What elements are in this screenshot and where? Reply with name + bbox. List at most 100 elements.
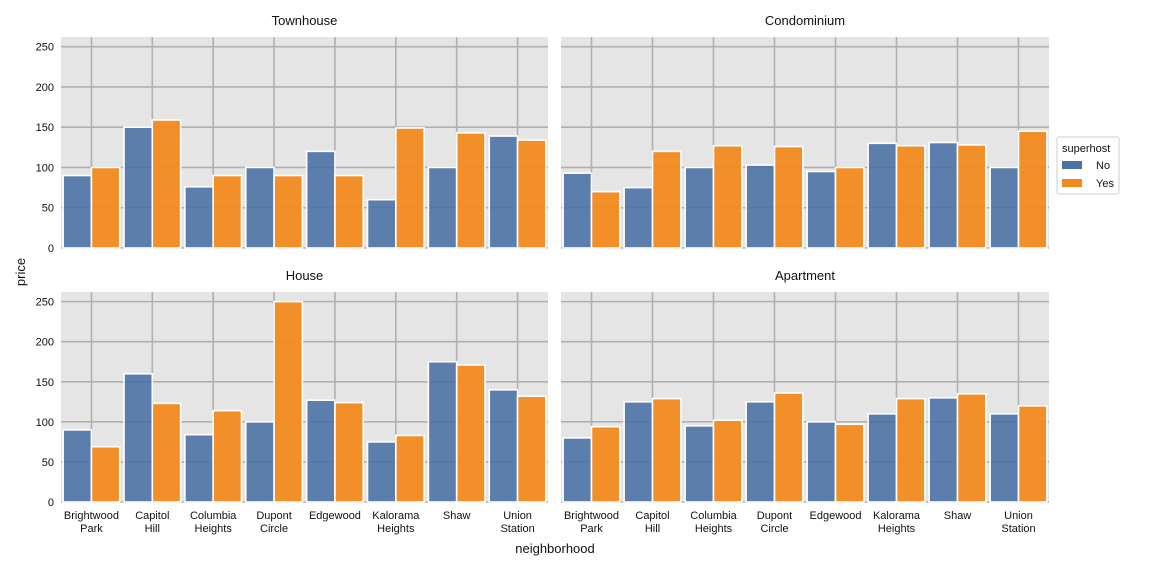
bar-yes xyxy=(712,419,743,503)
bar-no xyxy=(305,150,336,249)
y-tick-label: 0 xyxy=(48,497,54,509)
bar-no xyxy=(684,425,715,503)
bar-no xyxy=(684,166,715,249)
bar-no xyxy=(928,397,959,503)
bar-yes xyxy=(956,144,987,249)
legend-label-yes: Yes xyxy=(1096,178,1114,190)
bar-no xyxy=(562,437,593,503)
bar-no xyxy=(989,413,1020,503)
x-tick-label-line2: Heights xyxy=(195,523,233,535)
bar-no xyxy=(867,142,898,249)
bar-yes xyxy=(651,397,682,503)
x-tick-label: Kalorama xyxy=(372,510,420,522)
bar-no xyxy=(184,185,214,249)
y-tick-label: 150 xyxy=(36,122,54,134)
bar-yes xyxy=(151,119,182,249)
bar-no xyxy=(928,141,959,249)
bar-yes xyxy=(956,392,987,503)
y-tick-label: 50 xyxy=(42,203,54,215)
bar-yes xyxy=(516,395,547,503)
bar-no xyxy=(62,174,93,249)
y-tick-label: 100 xyxy=(36,417,54,429)
bar-yes xyxy=(834,166,865,249)
bar-no xyxy=(806,421,837,503)
x-tick-label: Columbia xyxy=(690,510,737,522)
bar-no xyxy=(806,170,837,249)
bar-no xyxy=(244,421,275,503)
bar-yes xyxy=(151,402,182,503)
bar-yes xyxy=(834,423,865,503)
bar-yes xyxy=(212,174,243,249)
x-tick-label-line2: Circle xyxy=(760,523,788,535)
bar-yes xyxy=(455,132,486,249)
panel-title: House xyxy=(286,268,324,283)
bar-yes xyxy=(773,392,804,503)
x-tick-label: Dupont xyxy=(757,510,792,522)
panel-title: Condominium xyxy=(765,13,845,28)
bar-no xyxy=(366,441,397,503)
bar-yes xyxy=(895,144,926,249)
bar-yes xyxy=(273,174,304,249)
x-tick-label-line2: Circle xyxy=(260,523,288,535)
bar-no xyxy=(366,198,397,249)
bar-yes xyxy=(712,144,743,249)
x-tick-label-line2: Station xyxy=(500,523,534,535)
panel-condominium: Condominium xyxy=(561,13,1049,249)
bar-yes xyxy=(516,139,547,249)
y-tick-label: 200 xyxy=(36,337,54,349)
y-axis-label: price xyxy=(13,258,28,286)
panel-title: Apartment xyxy=(775,268,835,283)
legend-label-no: No xyxy=(1096,160,1110,172)
x-tick-label-line2: Hill xyxy=(645,523,660,535)
x-tick-label: Union xyxy=(1004,510,1033,522)
x-tick-label: Union xyxy=(503,510,532,522)
y-tick-label: 200 xyxy=(36,82,54,94)
x-tick-label-line2: Station xyxy=(1001,523,1035,535)
panel-title: Townhouse xyxy=(272,13,338,28)
bar-no xyxy=(488,388,519,503)
bar-no xyxy=(745,401,776,503)
x-axis-label: neighborhood xyxy=(515,541,595,556)
x-tick-label-line2: Hill xyxy=(145,523,160,535)
x-tick-label: Edgewood xyxy=(810,510,862,522)
y-tick-label: 250 xyxy=(36,297,54,309)
bar-no xyxy=(123,126,154,249)
x-tick-label-line2: Heights xyxy=(695,523,733,535)
x-tick-label: Brightwood xyxy=(564,510,619,522)
bar-yes xyxy=(395,127,425,249)
bar-yes xyxy=(334,174,365,249)
y-tick-label: 100 xyxy=(36,162,54,174)
bar-yes xyxy=(1017,405,1048,503)
bar-yes xyxy=(395,434,425,503)
bar-no xyxy=(745,164,776,249)
legend-swatch-no xyxy=(1062,161,1082,169)
bar-yes xyxy=(590,425,621,503)
panel-townhouse: 0 50 100 150 200 250 Townhouse xyxy=(36,13,548,255)
y-tick-label: 50 xyxy=(42,457,54,469)
bar-no xyxy=(427,360,458,503)
legend-swatch-yes xyxy=(1062,179,1082,187)
bar-no xyxy=(244,166,275,249)
bar-yes xyxy=(90,445,121,503)
x-tick-label-line2: Heights xyxy=(377,523,415,535)
bar-no xyxy=(562,172,593,249)
bar-yes xyxy=(895,397,926,503)
y-tick-label: 150 xyxy=(36,377,54,389)
bar-yes xyxy=(212,409,243,503)
x-tick-label-line2: Park xyxy=(580,523,603,535)
bar-yes xyxy=(455,364,486,503)
legend: superhost No Yes xyxy=(1056,136,1120,195)
x-tick-label: Kalorama xyxy=(873,510,921,522)
bar-yes xyxy=(590,190,621,249)
legend-title: superhost xyxy=(1062,143,1110,155)
x-tick-label-line2: Heights xyxy=(878,523,916,535)
x-tick-label: Capitol xyxy=(135,510,169,522)
x-tick-label: Brightwood xyxy=(64,510,119,522)
bar-no xyxy=(305,399,336,503)
bar-yes xyxy=(1017,130,1048,249)
bar-no xyxy=(427,166,458,249)
